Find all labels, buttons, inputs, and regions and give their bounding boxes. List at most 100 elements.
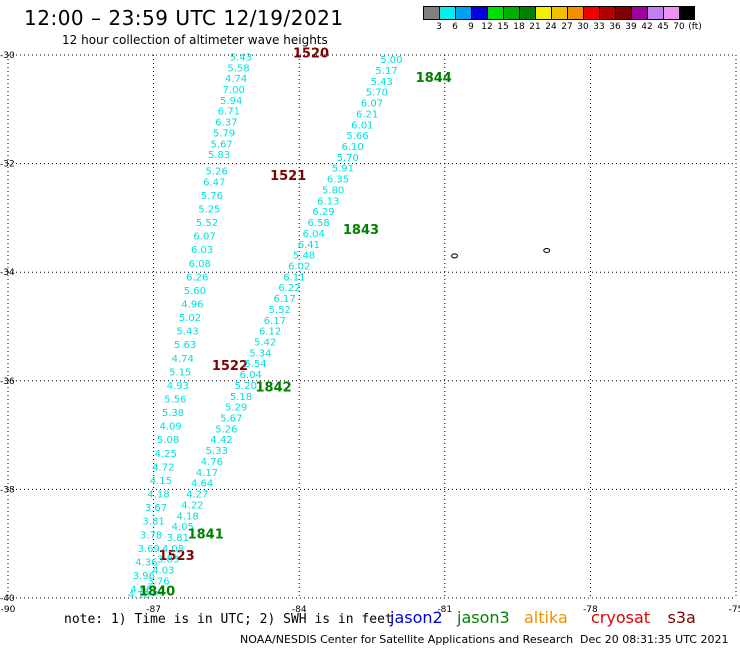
colorbar-swatch: [567, 6, 583, 20]
wave-height-value: 6.26: [186, 272, 208, 283]
colorbar-label: 70: [673, 22, 685, 32]
wave-height-value: 4.08: [162, 544, 184, 555]
wave-height-value: 5.26: [206, 166, 228, 177]
wave-height-value: 3.83: [157, 555, 179, 566]
wave-height-value: 5.52: [269, 305, 291, 316]
wave-height-value: 5.25: [198, 204, 220, 215]
wave-height-value: 5.29: [225, 403, 247, 414]
wave-height-value: 5.43: [176, 327, 198, 338]
wave-height-value: 6.11: [283, 272, 305, 283]
wave-height-value: 6.07: [361, 99, 383, 110]
wave-height-value: 5.26: [215, 424, 237, 435]
pass-time-label: 1521: [270, 169, 306, 184]
generated-timestamp: Dec 20 08:31:35 UTC 2021: [580, 633, 729, 646]
wave-height-value: 4.15: [150, 476, 172, 487]
wave-height-value: 4.18: [176, 511, 198, 522]
wave-height-value: 3.81: [167, 533, 189, 544]
wave-height-value: 5.76: [201, 191, 223, 202]
wave-height-value: 4.18: [147, 490, 169, 501]
wave-height-value: 3.67: [145, 503, 167, 514]
wave-height-value: 5.43: [230, 52, 252, 63]
wave-height-value: 5.67: [220, 414, 242, 425]
colorbar-label: 30: [577, 22, 589, 32]
colorbar-label: 33: [593, 22, 605, 32]
pass-time-label: 1844: [416, 71, 452, 86]
colorbar-swatch: [583, 6, 599, 20]
wave-height-value: 5.83: [208, 150, 230, 161]
wave-height-value: 6.58: [307, 218, 329, 229]
wave-height-value: 5.34: [249, 348, 271, 359]
wave-height-value: 4.64: [191, 479, 213, 490]
pass-time-label: 1842: [256, 381, 292, 396]
colorbar-label: 27: [561, 22, 573, 32]
colorbar-label: 45: [657, 22, 669, 32]
colorbar-label: 9: [468, 22, 474, 32]
lat-tick-label: -32: [0, 160, 15, 170]
wave-height-value: 6.04: [240, 370, 262, 381]
wave-height-value: 5.67: [210, 139, 232, 150]
wave-height-value: 6.21: [356, 109, 378, 120]
wave-height-value: 5.70: [366, 88, 388, 99]
wave-height-value: 6.04: [303, 229, 325, 240]
colorbar-label: 21: [529, 22, 541, 32]
wave-height-value: 5.33: [206, 446, 228, 457]
colorbar-swatch: [487, 6, 503, 20]
wave-height-value: 6.10: [341, 142, 363, 153]
wave-height-value: 5.02: [179, 313, 201, 324]
colorbar-label: 12: [481, 22, 493, 32]
wave-height-value: 5.18: [230, 392, 252, 403]
wave-height-value: 5.15: [169, 367, 191, 378]
wave-height-value: 5.48: [293, 251, 315, 262]
colorbar-swatch: [679, 6, 695, 20]
lat-tick-label: -34: [0, 268, 15, 278]
wave-height-value: 3.81: [142, 517, 164, 528]
lon-tick-label: -78: [583, 605, 598, 615]
colorbar-label: 42: [641, 22, 653, 32]
wave-height-value: 6.41: [298, 240, 320, 251]
wave-height-value: 5.52: [196, 218, 218, 229]
wave-height-value: 5.20: [235, 381, 257, 392]
lat-tick-label: -30: [0, 51, 15, 61]
wave-height-value: 5.63: [174, 340, 196, 351]
wave-height-value: 6.12: [259, 327, 281, 338]
legend-jason3: jason3: [457, 608, 510, 627]
wave-height-value: 6.17: [264, 316, 286, 327]
footnote: note: 1) Time is in UTC; 2) SWH is in fe…: [64, 612, 393, 627]
wave-height-value: 6.13: [317, 196, 339, 207]
wave-height-value: 6.29: [312, 207, 334, 218]
colorbar-label: 3: [436, 22, 442, 32]
pass-time-label: 1520: [293, 47, 329, 62]
wave-height-value: 4.74: [225, 74, 247, 85]
legend-s3a: s3a: [667, 608, 696, 627]
wave-height-value: 4.96: [181, 299, 203, 310]
lon-tick-label: -90: [1, 605, 16, 615]
wave-height-value: 5.80: [322, 185, 344, 196]
lat-tick-label: -38: [0, 485, 15, 495]
colorbar-label: 15: [497, 22, 509, 32]
colorbar: [423, 6, 695, 20]
lon-tick-label: -81: [437, 605, 452, 615]
colorbar-swatch: [519, 6, 535, 20]
pass-time-label: 1523: [158, 549, 194, 564]
wave-height-value: 5.54: [244, 359, 266, 370]
wave-height-value: 4.18: [128, 590, 150, 601]
colorbar-label: 6: [452, 22, 458, 32]
colorbar-label: 24: [545, 22, 557, 32]
wave-height-value: 4.03: [152, 566, 174, 577]
colorbar-label: 39: [625, 22, 637, 32]
wave-height-value: 5.58: [227, 63, 249, 74]
wave-height-value: 3.63: [142, 587, 164, 598]
page-subtitle: 12 hour collection of altimeter wave hei…: [62, 33, 328, 47]
colorbar-swatch: [551, 6, 567, 20]
wave-height-value: 6.02: [288, 261, 310, 272]
wave-height-value: 5.38: [162, 408, 184, 419]
lon-tick-label: -87: [146, 605, 161, 615]
lon-tick-label: -75: [729, 605, 740, 615]
colorbar-swatch: [423, 6, 439, 20]
wave-height-value: 4.27: [186, 490, 208, 501]
wave-height-value: 6.35: [327, 175, 349, 186]
wave-height-value: 4.76: [201, 457, 223, 468]
wave-height-value: 5.66: [346, 131, 368, 142]
legend-cryosat: cryosat: [591, 608, 651, 627]
